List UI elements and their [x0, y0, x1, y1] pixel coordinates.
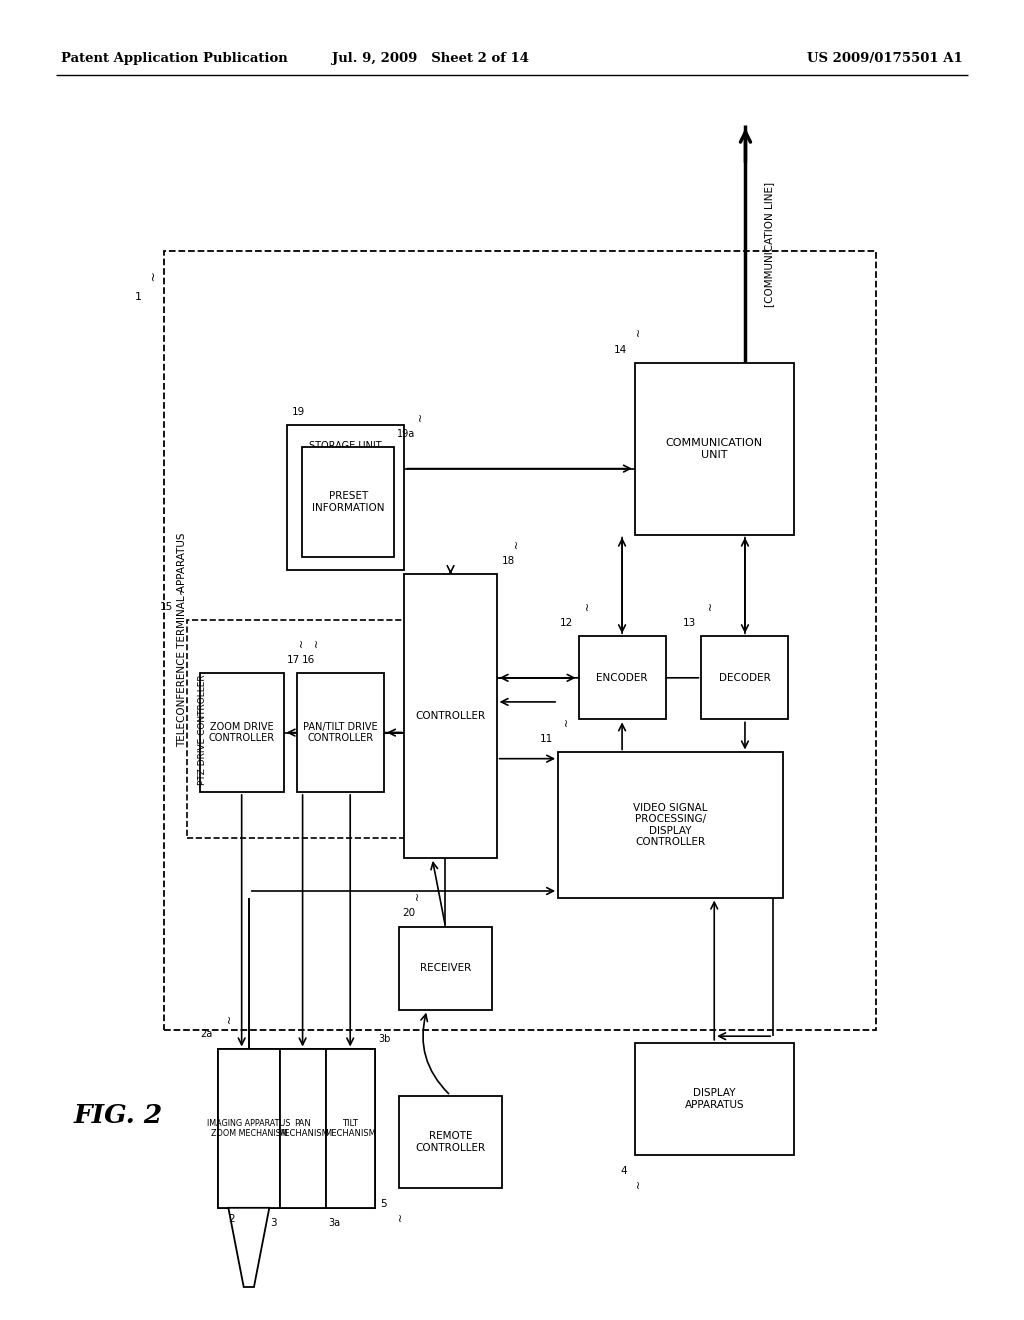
- Text: 14: 14: [613, 345, 627, 355]
- Text: 2: 2: [228, 1214, 234, 1225]
- Text: 13: 13: [683, 618, 696, 628]
- Text: ~: ~: [579, 602, 589, 612]
- Text: 18: 18: [502, 556, 515, 566]
- Text: Jul. 9, 2009   Sheet 2 of 14: Jul. 9, 2009 Sheet 2 of 14: [332, 51, 528, 65]
- Text: 3: 3: [270, 1218, 276, 1229]
- Text: IMAGING APPARATUS
ZOOM MECHANISM: IMAGING APPARATUS ZOOM MECHANISM: [207, 1119, 291, 1138]
- Text: ~: ~: [412, 413, 422, 424]
- Text: ZOOM DRIVE
CONTROLLER: ZOOM DRIVE CONTROLLER: [209, 722, 274, 743]
- Text: 20: 20: [402, 908, 416, 919]
- Bar: [579, 636, 666, 719]
- Text: PTZ DRIVE CONTROLLER: PTZ DRIVE CONTROLLER: [199, 675, 207, 784]
- Text: ~: ~: [630, 1180, 640, 1191]
- Text: 11: 11: [540, 734, 553, 744]
- Text: CONTROLLER: CONTROLLER: [416, 711, 485, 721]
- Text: ENCODER: ENCODER: [596, 673, 648, 682]
- Text: ~: ~: [308, 639, 318, 649]
- Text: VIDEO SIGNAL
PROCESSING/
DISPLAY
CONTROLLER: VIDEO SIGNAL PROCESSING/ DISPLAY CONTROL…: [634, 803, 708, 847]
- Text: DECODER: DECODER: [719, 673, 771, 682]
- Bar: [404, 574, 497, 858]
- Text: 5: 5: [381, 1199, 387, 1209]
- Bar: [635, 363, 794, 535]
- Text: PRESET
INFORMATION: PRESET INFORMATION: [312, 491, 384, 513]
- Text: [COMMUNICATION LINE]: [COMMUNICATION LINE]: [764, 182, 774, 306]
- Text: ~: ~: [392, 1213, 402, 1224]
- Bar: [399, 927, 492, 1010]
- Text: TILT
MECHANISM: TILT MECHANISM: [325, 1119, 376, 1138]
- Bar: [218, 1049, 375, 1208]
- Bar: [287, 425, 404, 570]
- Bar: [200, 673, 284, 792]
- Text: ~: ~: [144, 272, 157, 282]
- Bar: [302, 447, 394, 557]
- Text: 19a: 19a: [397, 429, 416, 440]
- Polygon shape: [228, 1208, 269, 1287]
- Text: ~: ~: [701, 602, 712, 612]
- Bar: [297, 673, 384, 792]
- Bar: [326, 1049, 375, 1208]
- Text: RECEIVER: RECEIVER: [420, 964, 471, 973]
- Text: DISPLAY
APPARATUS: DISPLAY APPARATUS: [684, 1088, 744, 1110]
- Text: PAN/TILT DRIVE
CONTROLLER: PAN/TILT DRIVE CONTROLLER: [303, 722, 378, 743]
- Text: 19: 19: [292, 407, 305, 417]
- Text: 2a: 2a: [201, 1028, 213, 1039]
- Text: PAN
MECHANISM: PAN MECHANISM: [276, 1119, 329, 1138]
- Text: ~: ~: [221, 1015, 231, 1026]
- Text: STORAGE UNIT: STORAGE UNIT: [309, 441, 382, 451]
- Bar: [399, 1096, 502, 1188]
- Bar: [701, 636, 788, 719]
- Text: Patent Application Publication: Patent Application Publication: [61, 51, 288, 65]
- Text: REMOTE
CONTROLLER: REMOTE CONTROLLER: [416, 1131, 485, 1152]
- Text: ~: ~: [293, 639, 303, 649]
- Text: 3a: 3a: [329, 1218, 341, 1229]
- Bar: [635, 1043, 794, 1155]
- Text: 17: 17: [287, 655, 300, 665]
- Text: ~: ~: [630, 329, 640, 339]
- Text: ~: ~: [173, 586, 183, 597]
- Text: ~: ~: [508, 540, 518, 550]
- Text: 15: 15: [161, 602, 173, 612]
- Bar: [218, 1049, 280, 1208]
- Text: COMMUNICATION
UNIT: COMMUNICATION UNIT: [666, 438, 763, 459]
- Text: 3b: 3b: [378, 1034, 390, 1044]
- Text: ~: ~: [409, 892, 419, 903]
- Bar: [280, 1049, 326, 1208]
- Text: 1: 1: [135, 292, 141, 302]
- Text: FIG. 2: FIG. 2: [73, 1104, 163, 1127]
- Text: 16: 16: [302, 655, 315, 665]
- Text: 12: 12: [560, 618, 573, 628]
- Text: 4: 4: [621, 1166, 627, 1176]
- Bar: [558, 752, 783, 898]
- Text: TELECONFERENCE TERMINAL APPARATUS: TELECONFERENCE TERMINAL APPARATUS: [177, 533, 187, 747]
- Text: ~: ~: [558, 718, 568, 729]
- Bar: [187, 620, 406, 838]
- Text: US 2009/0175501 A1: US 2009/0175501 A1: [807, 51, 963, 65]
- Bar: [164, 251, 876, 1030]
